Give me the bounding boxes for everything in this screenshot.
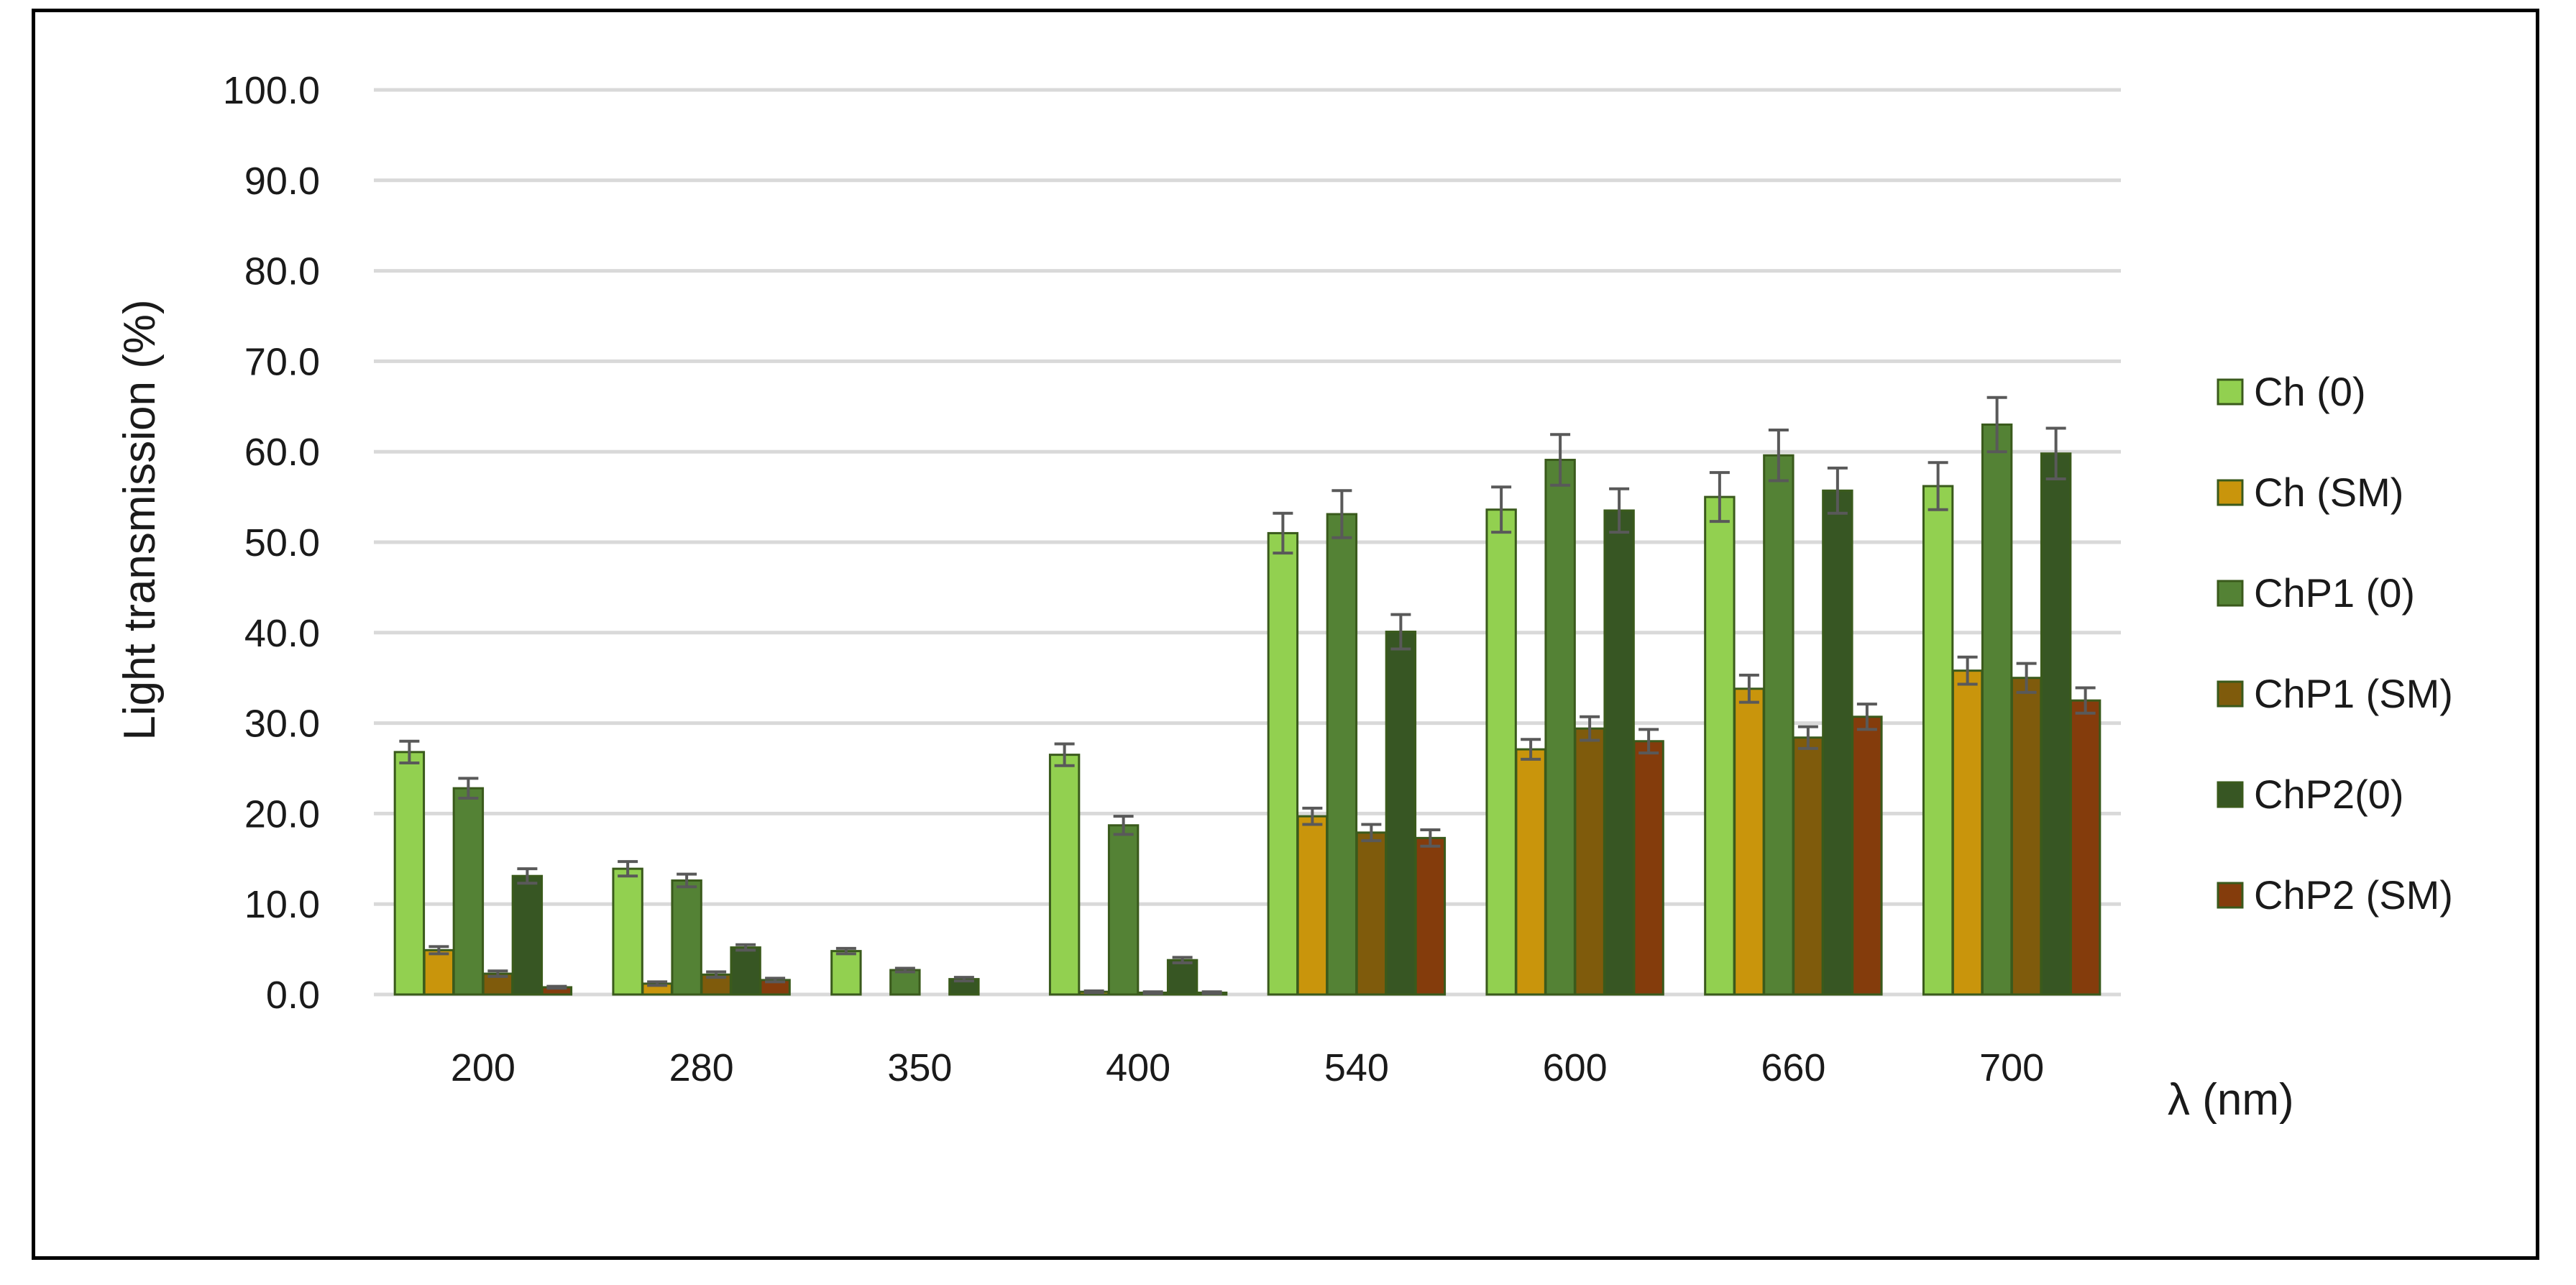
legend-swatch bbox=[2217, 378, 2244, 406]
bar bbox=[452, 787, 485, 996]
y-tick-label: 40.0 bbox=[244, 612, 320, 655]
y-tick-label: 10.0 bbox=[244, 883, 320, 926]
legend-label: Ch (0) bbox=[2254, 369, 2366, 414]
x-tick-label: 200 bbox=[451, 1046, 515, 1089]
legend-swatch bbox=[2217, 479, 2244, 506]
x-tick-label: 350 bbox=[887, 1046, 952, 1089]
bar bbox=[1544, 459, 1576, 996]
x-tick-labels: 200 280 350 400 540 600 660 700 bbox=[451, 1046, 2044, 1089]
x-tick-label: 700 bbox=[1979, 1046, 2044, 1089]
bar bbox=[671, 879, 702, 996]
bar bbox=[2010, 677, 2043, 996]
legend: Ch (0) Ch (SM) ChP1 (0) ChP1 (SM) ChP2(0) ChP… bbox=[2217, 369, 2453, 918]
bar bbox=[1704, 495, 1736, 996]
y-tick-label: 70.0 bbox=[244, 340, 320, 383]
bar bbox=[1107, 824, 1140, 996]
x-tick-label: 600 bbox=[1543, 1046, 1608, 1089]
bar bbox=[730, 946, 761, 996]
y-tick-label: 60.0 bbox=[244, 431, 320, 474]
bar bbox=[1822, 489, 1853, 996]
y-tick-label: 0.0 bbox=[266, 974, 320, 1017]
legend-swatch bbox=[2217, 781, 2244, 808]
bar bbox=[1574, 727, 1605, 996]
bar bbox=[1048, 754, 1081, 996]
y-tick-label: 100.0 bbox=[223, 69, 320, 112]
y-tick-label: 90.0 bbox=[244, 160, 320, 203]
bar bbox=[1763, 454, 1795, 996]
y-tick-label: 20.0 bbox=[244, 792, 320, 836]
y-axis-title: Light transmission (%) bbox=[115, 299, 165, 740]
bar bbox=[1603, 509, 1635, 996]
bar bbox=[2069, 699, 2101, 996]
legend-label: ChP1 (SM) bbox=[2254, 671, 2453, 716]
bar bbox=[612, 867, 643, 996]
bar bbox=[1385, 631, 1417, 996]
bar bbox=[1633, 740, 1664, 996]
legend-swatch bbox=[2217, 580, 2244, 607]
legend-label: ChP2 (SM) bbox=[2254, 872, 2453, 918]
bar bbox=[830, 950, 862, 996]
bar bbox=[1792, 736, 1824, 996]
legend-label: Ch (SM) bbox=[2254, 470, 2403, 515]
bar bbox=[1922, 485, 1954, 996]
bar bbox=[1166, 959, 1198, 996]
bar bbox=[889, 969, 921, 996]
bar bbox=[1296, 815, 1329, 996]
bar bbox=[1851, 715, 1883, 996]
bar bbox=[1733, 687, 1765, 996]
y-tick-label: 50.0 bbox=[244, 521, 320, 564]
x-tick-label: 400 bbox=[1106, 1046, 1170, 1089]
bar bbox=[1414, 836, 1447, 996]
bar bbox=[1981, 423, 2013, 996]
bar bbox=[1355, 831, 1388, 996]
bar bbox=[1485, 508, 1517, 996]
x-axis-title: λ (nm) bbox=[2168, 1075, 2294, 1125]
bars bbox=[393, 423, 2101, 996]
bar bbox=[1515, 748, 1546, 996]
bar bbox=[511, 874, 544, 996]
x-tick-label: 660 bbox=[1761, 1046, 1825, 1089]
bar bbox=[2040, 452, 2072, 996]
legend-swatch bbox=[2217, 680, 2244, 708]
y-tick-labels: 0.0 10.0 20.0 30.0 40.0 50.0 60.0 70.0 80.0 90.0 1… bbox=[223, 69, 320, 1017]
legend-label: ChP1 (0) bbox=[2254, 570, 2415, 616]
x-tick-label: 540 bbox=[1324, 1046, 1389, 1089]
y-tick-label: 80.0 bbox=[244, 250, 320, 293]
bar bbox=[1326, 513, 1358, 996]
x-tick-label: 280 bbox=[669, 1046, 734, 1089]
bar bbox=[393, 751, 426, 996]
bar bbox=[423, 948, 455, 996]
y-tick-label: 30.0 bbox=[244, 703, 320, 746]
bar bbox=[1951, 669, 1984, 996]
legend-label: ChP2(0) bbox=[2254, 772, 2404, 817]
legend-swatch bbox=[2217, 882, 2244, 909]
error-bars bbox=[399, 395, 2096, 995]
bar bbox=[1267, 531, 1299, 996]
